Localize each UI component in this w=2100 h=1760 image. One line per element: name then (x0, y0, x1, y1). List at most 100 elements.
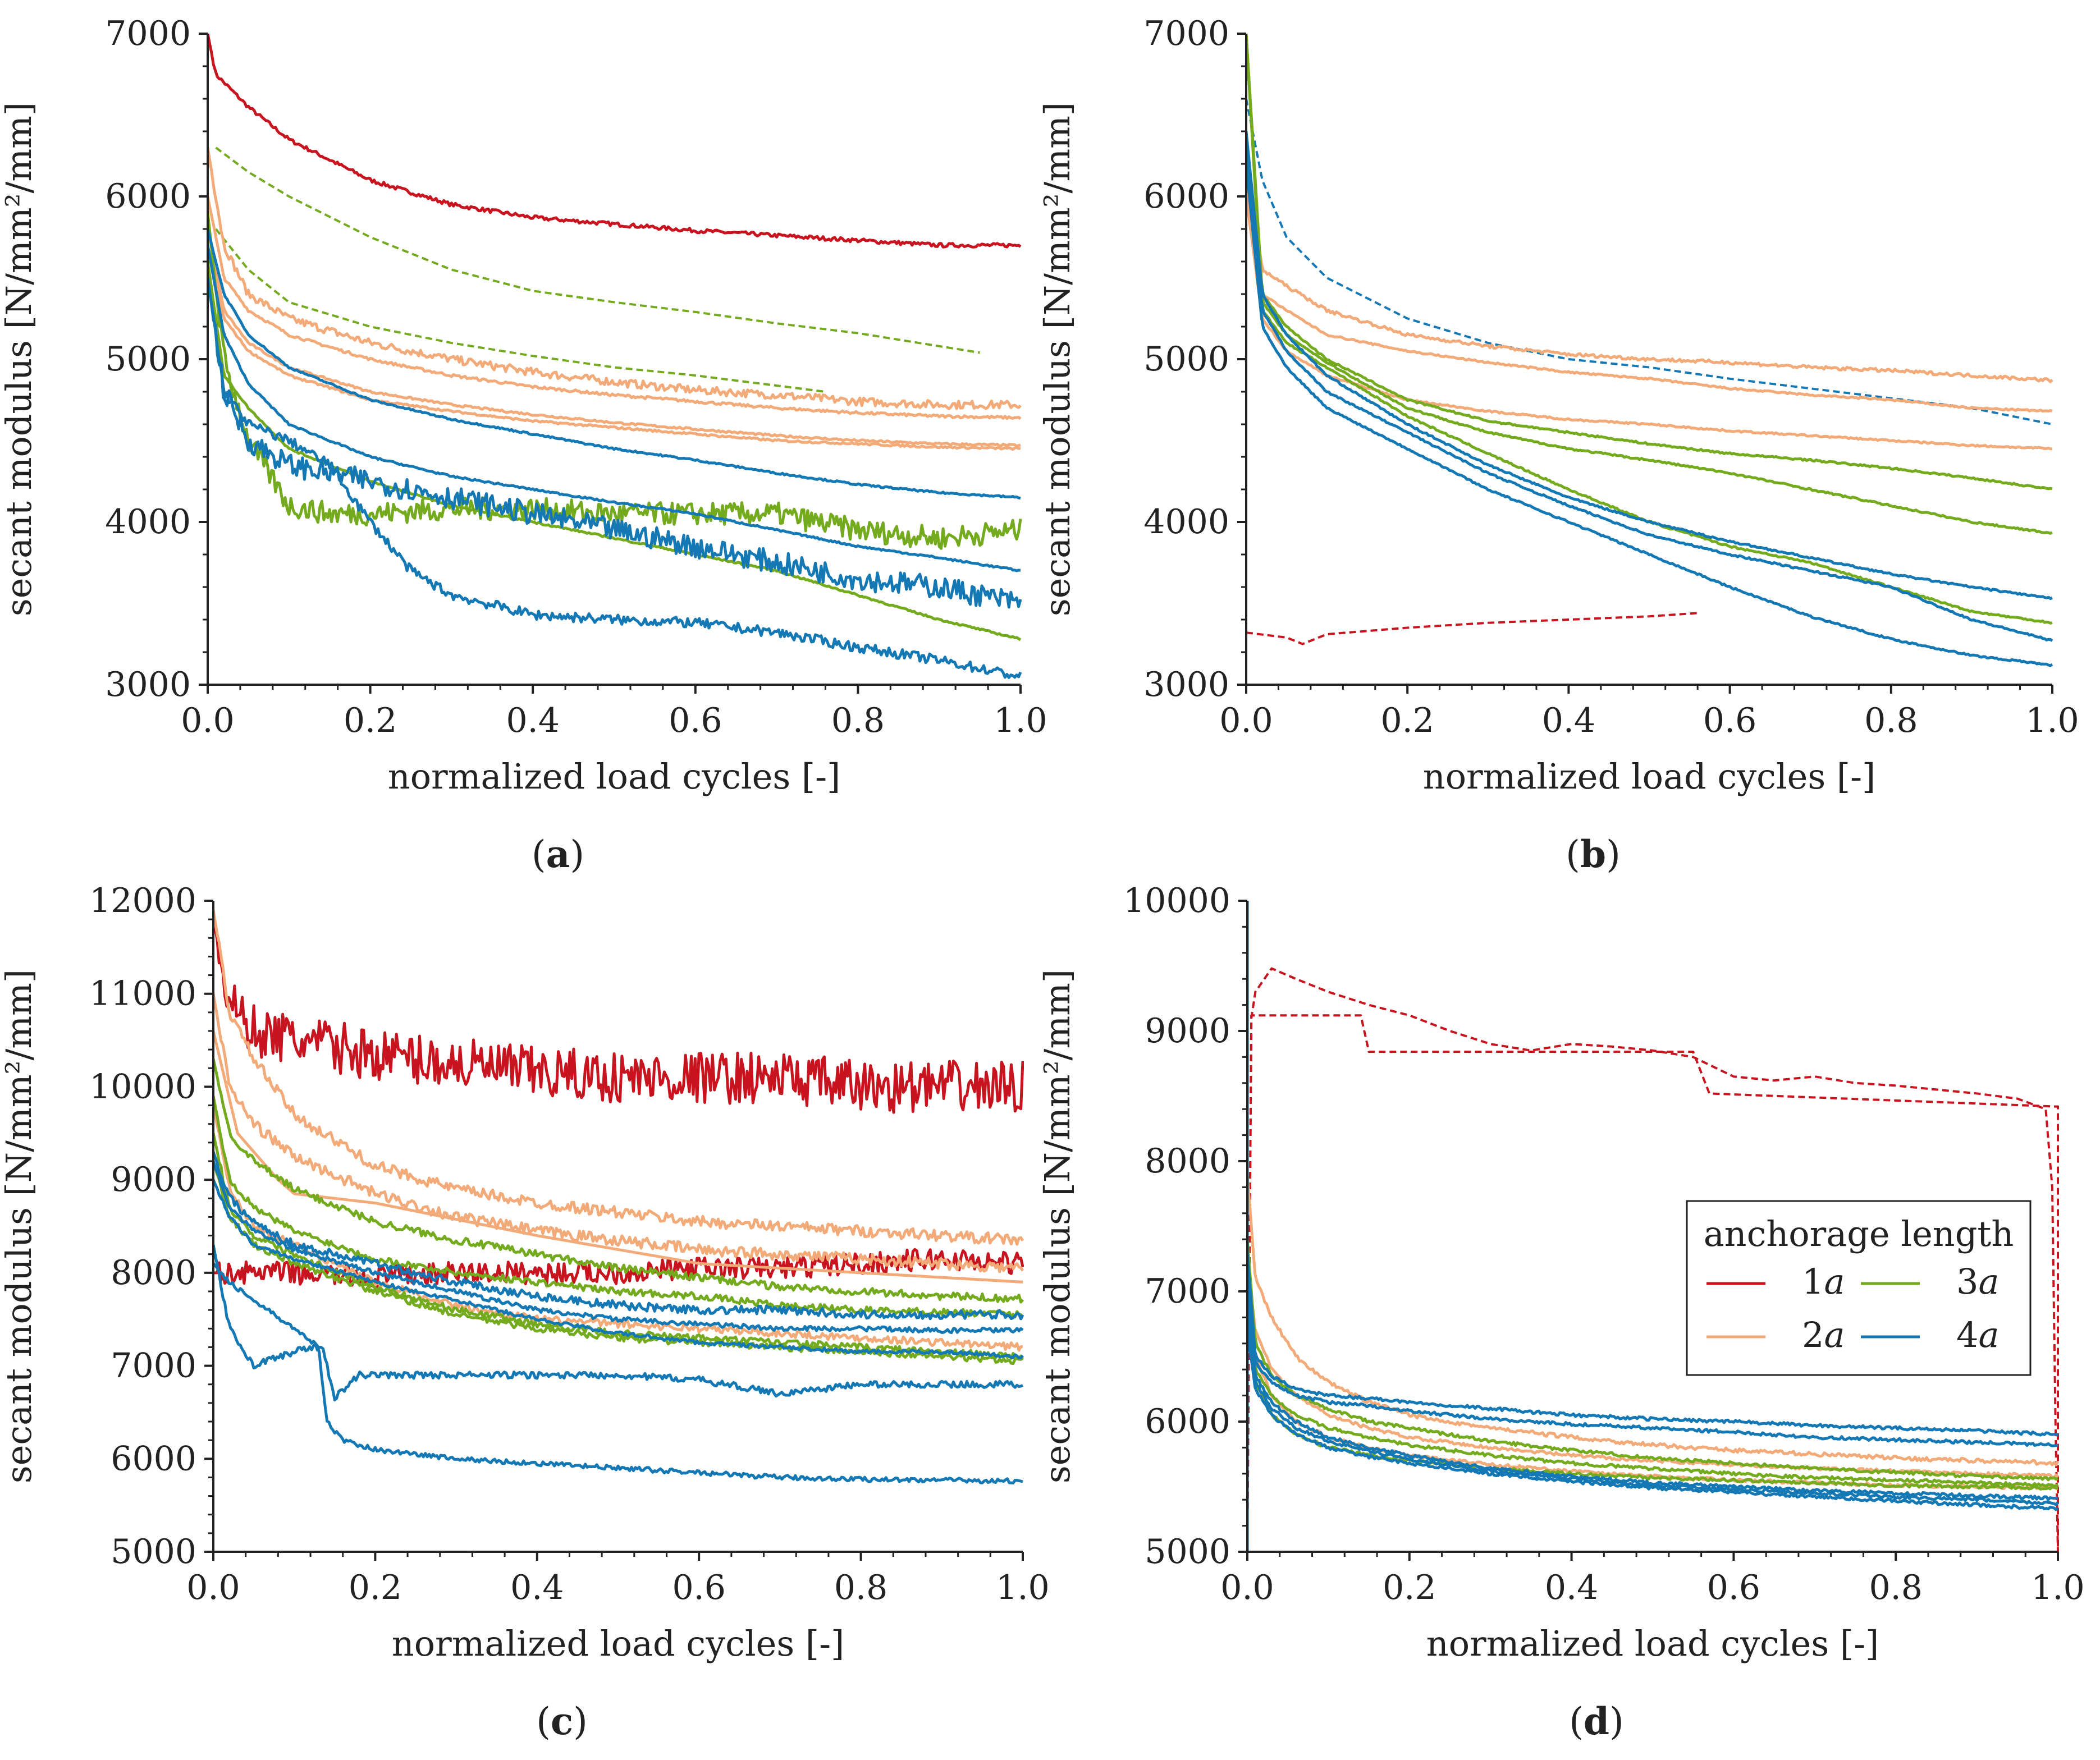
series-line-4a-12 (208, 277, 1022, 609)
y-tick-label: 6000 (1143, 177, 1229, 216)
series-line-4a-11 (1247, 1304, 2058, 1501)
series-line-2a-2 (1246, 163, 2053, 383)
y-tick-label: 5000 (1145, 1532, 1230, 1571)
series-line-1a-1 (1247, 967, 2059, 1552)
y-tick-label: 4000 (105, 502, 191, 542)
x-tick-label: 0.4 (510, 1568, 564, 1607)
series-line-3a-6 (1246, 33, 2053, 535)
y-axis-title: secant modulus [N/mm²/mm] (0, 969, 39, 1483)
panel-label: (a) (532, 832, 584, 876)
series-line-2a-5 (213, 1030, 1023, 1284)
panel-label-letter: a (546, 832, 570, 876)
series-line-1a-1 (213, 919, 1024, 1114)
series-line-1a-1 (208, 33, 1022, 249)
x-tick-label: 1.0 (994, 701, 1047, 740)
panel-label: (d) (1569, 1699, 1624, 1743)
x-tick-label: 0.0 (181, 701, 234, 740)
series-group (1246, 33, 2053, 667)
x-tick-label: 0.6 (1707, 1568, 1760, 1607)
x-tick-label: 0.2 (344, 701, 397, 740)
series-line-4a-11 (213, 1151, 1024, 1321)
panel-label-letter: b (1580, 832, 1606, 876)
legend-label-4a: 4a (1956, 1314, 1999, 1355)
series-line-2a-5 (208, 196, 1022, 420)
x-tick-label: 0.6 (1703, 701, 1756, 740)
series-line-1a-11 (1246, 612, 1698, 645)
series-line-3a-6 (1247, 1239, 2059, 1482)
x-tick-label: 0.8 (1864, 701, 1918, 740)
y-tick-label: 7000 (105, 14, 191, 53)
x-tick-label: 0.6 (669, 701, 722, 740)
y-tick-label: 3000 (105, 665, 191, 704)
y-axis-title: secant modulus [N/mm²/mm] (1037, 969, 1078, 1483)
legend-label-3a: 3a (1956, 1261, 1999, 1302)
panel-a: 3000 4000 5000 6000 7000 0.0 0.2 0.4 0.6 0.8 1.0 no… (0, 14, 1047, 876)
x-tick-label: 0.2 (1380, 701, 1434, 740)
y-tick-label: 7000 (1143, 14, 1229, 53)
y-tick-label: 7000 (1145, 1272, 1230, 1311)
series-line-4a-10 (1246, 163, 2053, 667)
y-tick-label: 6000 (1145, 1402, 1230, 1441)
series-group (213, 910, 1024, 1484)
panel-label: (c) (536, 1699, 588, 1743)
x-tick-label: 0.8 (1869, 1568, 1922, 1607)
y-tick-label: 5000 (105, 340, 191, 379)
legend-label-2a: 2a (1802, 1314, 1845, 1355)
y-tick-label: 8000 (1145, 1142, 1230, 1181)
series-line-2a-4 (208, 147, 1022, 410)
x-axis-title: normalized load cycles [-] (1423, 756, 1875, 797)
y-tick-label: 10000 (1123, 881, 1230, 920)
series-line-2a-3 (1247, 1174, 2059, 1466)
panel-label: (b) (1566, 832, 1621, 876)
series-line-3a-9 (208, 261, 1022, 641)
series-line-4a-13 (1247, 1330, 2059, 1511)
panel-label-open: ( (1569, 1700, 1584, 1743)
x-axis-title: normalized load cycles [-] (388, 756, 840, 797)
y-tick-label: 4000 (1143, 502, 1229, 542)
y-tick-label: 7000 (111, 1346, 196, 1386)
y-tick-label: 8000 (111, 1253, 196, 1292)
series-line-3a-8 (208, 212, 1022, 550)
x-tick-label: 0.0 (1219, 701, 1273, 740)
x-tick-label: 0.2 (349, 1568, 402, 1607)
series-line-2a-4 (213, 993, 1024, 1273)
x-tick-label: 0.8 (834, 1568, 887, 1607)
series-line-2a-3 (1246, 180, 2053, 413)
series-line-4a-13 (213, 1179, 1024, 1360)
panel-label-open: ( (532, 833, 546, 876)
x-tick-label: 1.0 (2025, 701, 2079, 740)
series-line-4a-15 (213, 1262, 1023, 1484)
legend-title: anchorage length (1704, 1213, 2014, 1254)
series-line-4a-13 (208, 277, 1022, 679)
panel-label-close: ) (1609, 1700, 1624, 1743)
series-line-4a-9 (1246, 147, 2053, 642)
x-tick-label: 1.0 (2031, 1568, 2084, 1607)
series-line-3a-5 (1246, 33, 2053, 491)
x-tick-label: 0.4 (1545, 1568, 1598, 1607)
panel-label-close: ) (1606, 833, 1621, 876)
y-tick-label: 5000 (1143, 340, 1229, 379)
x-tick-label: 0.0 (186, 1568, 240, 1607)
y-tick-label: 12000 (89, 881, 196, 920)
y-tick-label: 6000 (111, 1439, 196, 1478)
y-tick-label: 3000 (1143, 665, 1229, 704)
y-tick-label: 5000 (111, 1532, 196, 1571)
x-tick-label: 0.6 (672, 1568, 725, 1607)
panel-label-letter: d (1584, 1699, 1609, 1743)
series-line-3a-2 (215, 146, 980, 354)
panel-c: 5000 6000 7000 8000 9000 10000 11000 12000 0.0 0.… (0, 881, 1050, 1743)
x-axis-title: normalized load cycles [-] (1426, 1623, 1879, 1664)
x-tick-label: 0.2 (1383, 1568, 1436, 1607)
series-group (1247, 901, 2059, 1552)
series-line-2a-4 (1247, 1265, 2059, 1479)
series-line-3a-8 (213, 1096, 1024, 1319)
series-line-3a-7 (213, 1058, 1024, 1304)
panel-label-close: ) (570, 833, 584, 876)
y-tick-label: 11000 (89, 974, 196, 1014)
series-line-4a-1 (1246, 98, 2053, 425)
y-tick-label: 6000 (105, 177, 191, 216)
series-line-4a-14 (213, 1244, 1024, 1402)
x-tick-label: 0.4 (1542, 701, 1595, 740)
y-tick-label: 9000 (1145, 1011, 1230, 1051)
y-axis-title: secant modulus [N/mm²/mm] (1037, 102, 1078, 616)
